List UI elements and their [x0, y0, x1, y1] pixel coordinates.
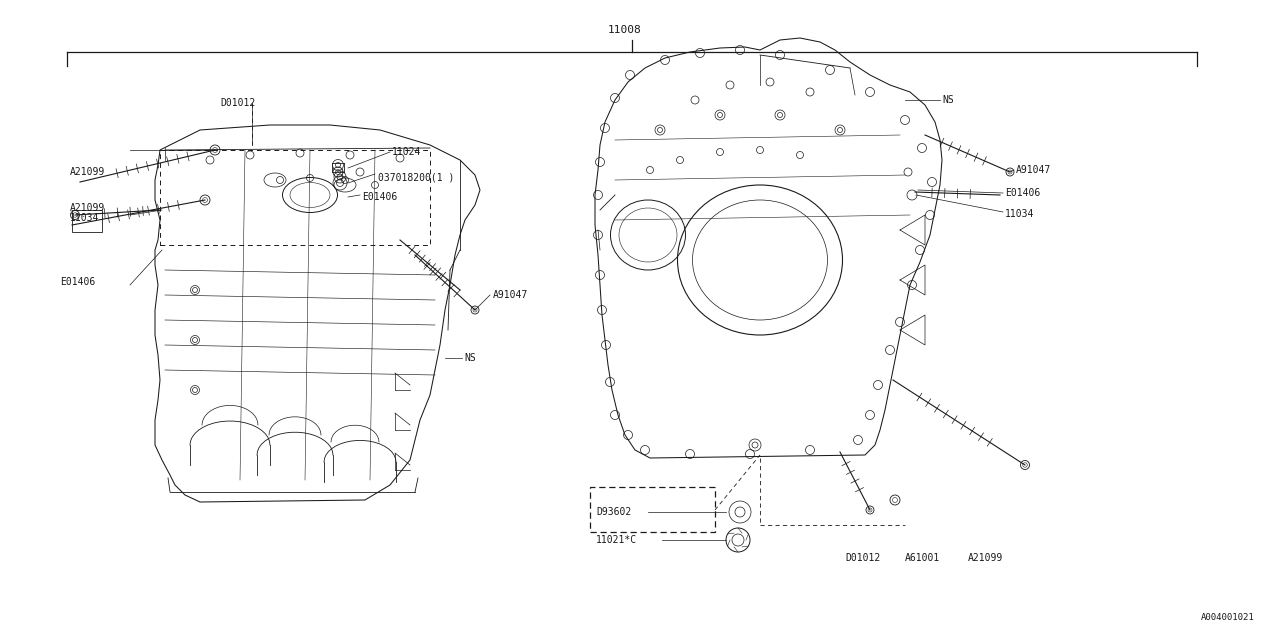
- Text: D93602: D93602: [596, 507, 631, 517]
- Text: D01012: D01012: [220, 98, 255, 108]
- Bar: [72, 210, 102, 232]
- Text: 037018200(1 ): 037018200(1 ): [378, 172, 454, 182]
- Text: 11021*C: 11021*C: [596, 535, 637, 545]
- Text: A61001: A61001: [905, 553, 941, 563]
- Text: A004001021: A004001021: [1201, 613, 1254, 622]
- Text: E01406: E01406: [60, 277, 95, 287]
- Text: A21099: A21099: [70, 203, 105, 213]
- Text: A21099: A21099: [968, 553, 1004, 563]
- Text: E01406: E01406: [362, 192, 397, 202]
- Text: D01012: D01012: [845, 553, 881, 563]
- Text: A91047: A91047: [493, 290, 529, 300]
- Text: NS: NS: [465, 353, 476, 363]
- Bar: [590, 487, 716, 532]
- Text: A21099: A21099: [70, 167, 105, 177]
- Text: A91047: A91047: [1016, 165, 1051, 175]
- Text: 11034: 11034: [1005, 209, 1034, 219]
- Text: 11034: 11034: [70, 213, 100, 223]
- Text: NS: NS: [942, 95, 954, 105]
- Text: 11008: 11008: [608, 25, 641, 35]
- Text: E01406: E01406: [1005, 188, 1041, 198]
- Text: 11024: 11024: [392, 147, 421, 157]
